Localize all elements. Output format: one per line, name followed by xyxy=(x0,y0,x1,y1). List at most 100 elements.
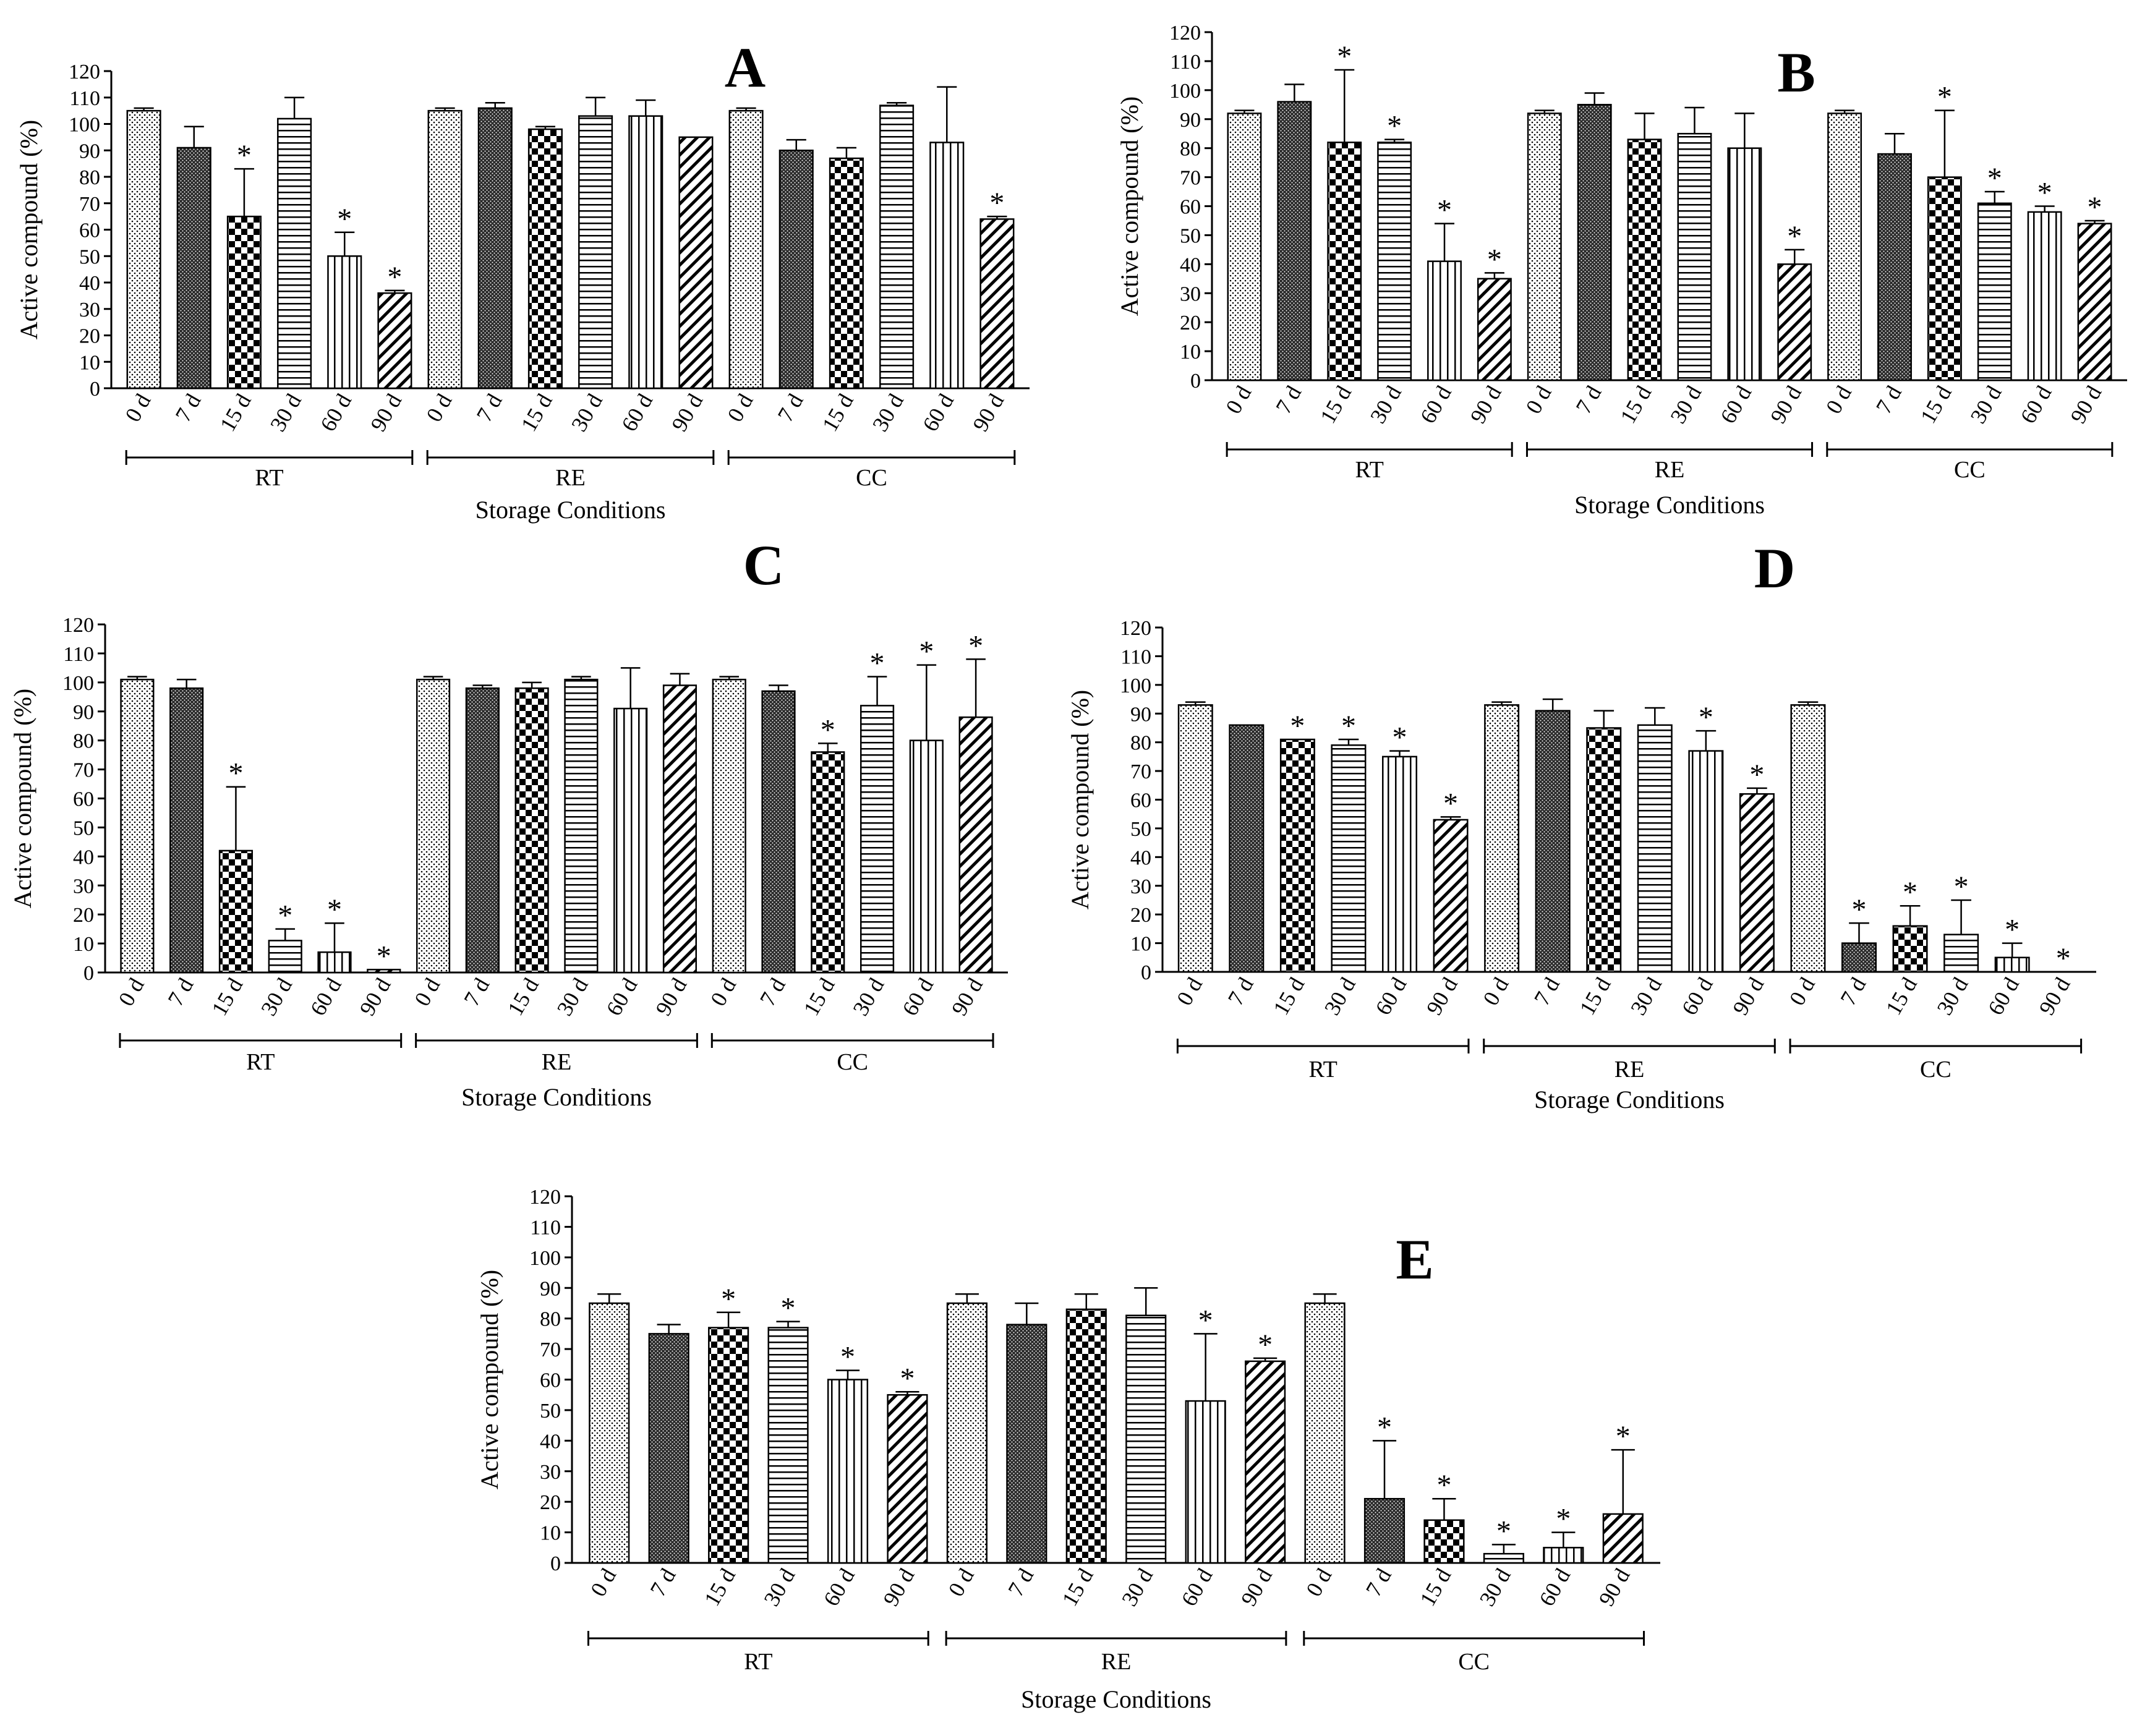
category-label: 7 d xyxy=(1223,973,1258,1010)
bar xyxy=(1790,704,1826,973)
category-label: 0 d xyxy=(722,389,757,426)
bar xyxy=(929,142,965,389)
category-label: 30 d xyxy=(566,389,607,436)
group-label: RE xyxy=(1101,1649,1132,1675)
significance-marker: * xyxy=(1387,110,1402,143)
significance-marker: * xyxy=(1341,710,1356,742)
bar xyxy=(589,1302,630,1564)
bar xyxy=(226,215,262,389)
category-label: 60 d xyxy=(1534,1564,1575,1610)
significance-marker: * xyxy=(1937,81,1952,114)
y-tick-label: 100 xyxy=(62,672,94,695)
category-label: 30 d xyxy=(1475,1564,1516,1610)
bar xyxy=(2077,223,2112,381)
category-label: 7 d xyxy=(163,974,198,1010)
bar xyxy=(578,115,613,389)
category-label: 0 d xyxy=(421,389,456,426)
category-label: 15 d xyxy=(1916,381,1956,428)
y-tick-label: 50 xyxy=(540,1400,561,1423)
group-label: RE xyxy=(1615,1057,1645,1083)
category-label: 30 d xyxy=(552,974,593,1020)
significance-marker: * xyxy=(870,647,885,679)
y-axis-title: Active compound (%) xyxy=(1066,690,1094,909)
significance-marker: * xyxy=(1954,870,1969,903)
bar xyxy=(514,687,549,974)
significance-marker: * xyxy=(1198,1304,1213,1337)
category-label: 7 d xyxy=(472,389,507,426)
group-label: RT xyxy=(1355,457,1384,483)
category-label: 60 d xyxy=(1983,973,2024,1019)
bar xyxy=(1427,260,1462,381)
category-label: 60 d xyxy=(918,389,958,436)
bar xyxy=(218,849,254,974)
bar xyxy=(1327,142,1362,381)
bar xyxy=(708,1327,749,1564)
category-label: 60 d xyxy=(305,974,346,1020)
bar xyxy=(120,678,155,974)
category-label: 0 d xyxy=(586,1564,621,1601)
category-label: 30 d xyxy=(256,974,297,1020)
bar xyxy=(1304,1302,1346,1564)
category-label: 0 d xyxy=(944,1564,979,1601)
bar xyxy=(1363,1497,1406,1564)
y-tick-label: 10 xyxy=(1180,341,1201,364)
bar xyxy=(1586,727,1622,973)
significance-marker: * xyxy=(2037,177,2052,210)
bar xyxy=(827,1379,869,1564)
significance-marker: * xyxy=(1556,1503,1571,1536)
panel-label: D xyxy=(1754,537,1795,600)
category-label: 60 d xyxy=(897,974,938,1020)
y-tick-label: 10 xyxy=(73,933,94,956)
group-label: RT xyxy=(744,1649,772,1675)
y-tick-label: 60 xyxy=(79,219,100,242)
significance-marker: * xyxy=(1393,721,1407,754)
bar xyxy=(648,1333,689,1564)
category-label: 90 d xyxy=(365,389,406,436)
category-label: 60 d xyxy=(819,1564,860,1610)
y-tick-label: 10 xyxy=(1130,933,1151,956)
y-tick-label: 20 xyxy=(79,325,100,348)
category-label: 90 d xyxy=(1236,1564,1277,1610)
bar xyxy=(1277,101,1312,381)
y-tick-label: 20 xyxy=(73,904,94,927)
bar xyxy=(728,109,764,389)
bar xyxy=(1185,1400,1226,1564)
y-tick-label: 100 xyxy=(1120,674,1151,697)
category-label: 30 d xyxy=(1365,381,1406,428)
bar xyxy=(1065,1308,1107,1564)
category-label: 15 d xyxy=(699,1564,740,1610)
category-label: 15 d xyxy=(817,389,858,436)
category-label: 15 d xyxy=(1615,381,1656,428)
category-label: 30 d xyxy=(1932,973,1973,1019)
y-tick-label: 60 xyxy=(540,1369,561,1392)
category-label: 90 d xyxy=(1422,973,1462,1019)
x-axis-title: Storage Conditions xyxy=(461,1083,652,1111)
category-label: 0 d xyxy=(1221,381,1256,418)
bar xyxy=(811,751,845,974)
significance-marker: * xyxy=(237,139,252,172)
bar xyxy=(1602,1513,1644,1564)
category-label: 15 d xyxy=(1057,1564,1098,1610)
significance-marker: * xyxy=(2056,942,2071,975)
bar xyxy=(377,292,412,389)
bar xyxy=(317,951,352,974)
y-tick-label: 60 xyxy=(1180,196,1201,219)
category-label: 0 d xyxy=(1172,973,1207,1010)
significance-marker: * xyxy=(228,757,243,790)
significance-marker: * xyxy=(1616,1420,1631,1453)
significance-marker: * xyxy=(327,893,342,926)
significance-marker: * xyxy=(1903,876,1918,909)
y-axis-title: Active compound (%) xyxy=(9,689,36,908)
bar xyxy=(1927,176,1962,381)
y-tick-label: 70 xyxy=(540,1338,561,1361)
bar xyxy=(1423,1519,1465,1564)
bar xyxy=(879,104,915,389)
chart-panel-e: 0 10 20 30 40 50 60 70 80 90 100 110 120 Active compo… xyxy=(476,1186,1660,1713)
y-tick-label: 60 xyxy=(73,788,94,811)
chart-panel-a: 0 10 20 30 40 50 60 70 80 90 100 110 120 Active compo… xyxy=(15,36,1030,524)
panel-label: E xyxy=(1396,1228,1433,1291)
bar xyxy=(277,117,312,389)
bar xyxy=(628,115,663,389)
category-label: 90 d xyxy=(355,974,396,1020)
